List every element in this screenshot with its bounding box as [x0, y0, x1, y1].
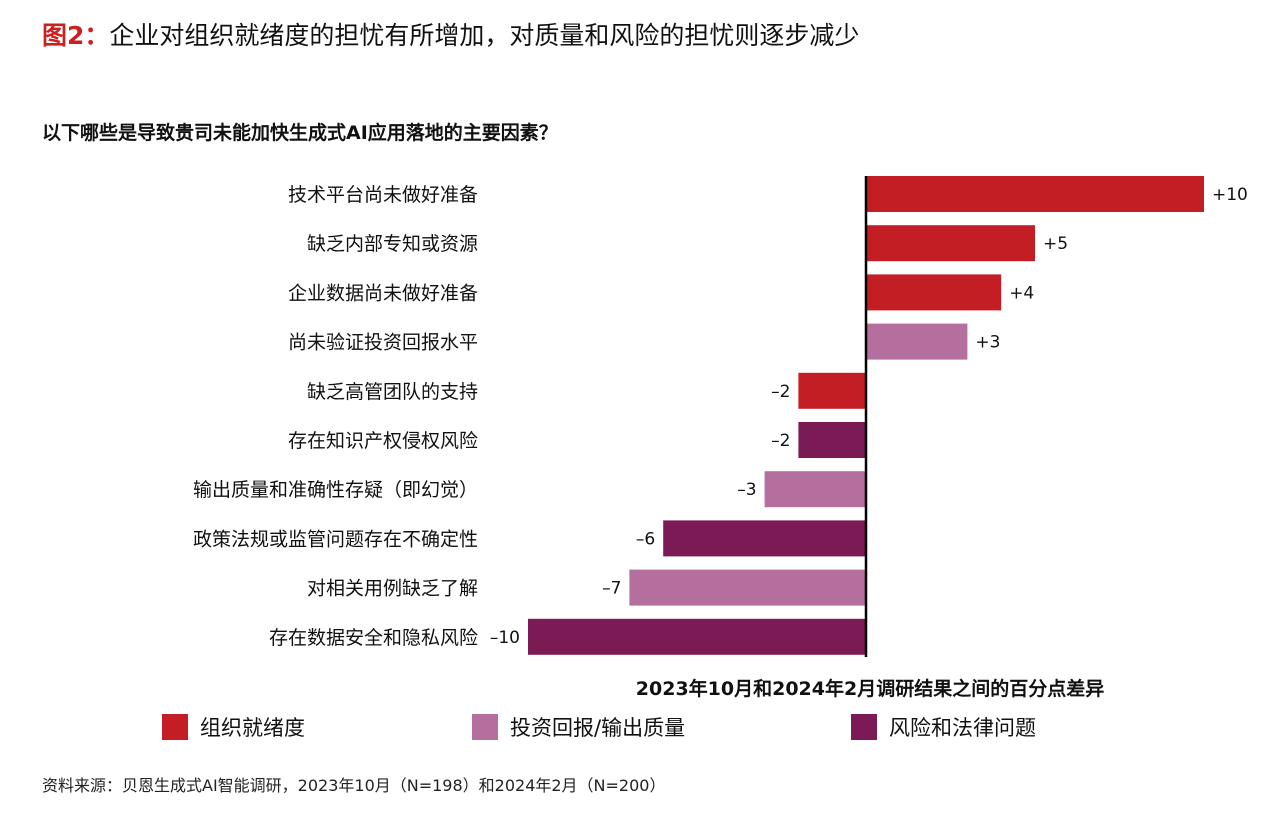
chart-title: 以下哪些是导致贵司未能加快生成式AI应用落地的主要因素？	[42, 122, 558, 144]
value-label: –2	[771, 382, 790, 402]
category-label: 技术平台尚未做好准备	[288, 184, 478, 206]
figure-number: 图2：	[42, 21, 110, 50]
value-label: +10	[1212, 185, 1248, 205]
bar-9	[528, 618, 866, 655]
value-label: –2	[771, 431, 790, 451]
category-label: 输出质量和准确性存疑（即幻觉）	[193, 479, 478, 501]
category-label: 缺乏高管团队的支持	[307, 381, 478, 403]
bar-2	[866, 274, 1002, 311]
bar-5	[798, 422, 866, 458]
bar-7	[663, 520, 866, 557]
category-label: 存在数据安全和隐私风险	[269, 627, 478, 649]
category-label: 缺乏内部专知或资源	[307, 233, 478, 255]
legend-item: 组织就绪度	[162, 712, 305, 742]
legend-label: 投资回报/输出质量	[510, 716, 686, 740]
bar-6	[764, 471, 866, 508]
value-label: –7	[602, 579, 621, 599]
source-note: 资料来源：贝恩生成式AI智能调研，2023年10月（N=198）和2024年2月…	[42, 776, 666, 795]
legend-label: 风险和法律问题	[889, 716, 1036, 740]
value-label: +5	[1043, 234, 1068, 254]
value-label: +4	[1009, 283, 1034, 303]
figure-title: 图2：企业对组织就绪度的担忧有所增加，对质量和风险的担忧则逐步减少	[42, 18, 859, 54]
category-label: 企业数据尚未做好准备	[288, 282, 478, 304]
category-label: 政策法规或监管问题存在不确定性	[193, 528, 478, 550]
bar-0	[866, 176, 1204, 212]
bar-1	[866, 225, 1035, 262]
legend: 组织就绪度 投资回报/输出质量 风险和法律问题	[0, 712, 1280, 742]
x-axis-label: 2023年10月和2024年2月调研结果之间的百分点差异	[635, 678, 1105, 700]
bar-3	[866, 323, 968, 360]
legend-item: 投资回报/输出质量	[472, 712, 685, 742]
value-label: –6	[636, 529, 655, 549]
value-label: –3	[737, 480, 756, 500]
bar-4	[798, 372, 866, 409]
legend-swatch	[851, 714, 877, 740]
legend-item: 风险和法律问题	[851, 712, 1036, 742]
bar-8	[629, 569, 866, 606]
legend-swatch	[162, 714, 188, 740]
value-label: +3	[975, 333, 1000, 353]
figure-title-text: 企业对组织就绪度的担忧有所增加，对质量和风险的担忧则逐步减少	[109, 21, 860, 50]
value-label: –10	[490, 628, 520, 648]
legend-label: 组织就绪度	[200, 716, 305, 740]
category-label: 对相关用例缺乏了解	[307, 578, 478, 600]
category-label: 尚未验证投资回报水平	[288, 332, 478, 354]
legend-swatch	[472, 714, 498, 740]
category-label: 存在知识产权侵权风险	[288, 430, 478, 452]
